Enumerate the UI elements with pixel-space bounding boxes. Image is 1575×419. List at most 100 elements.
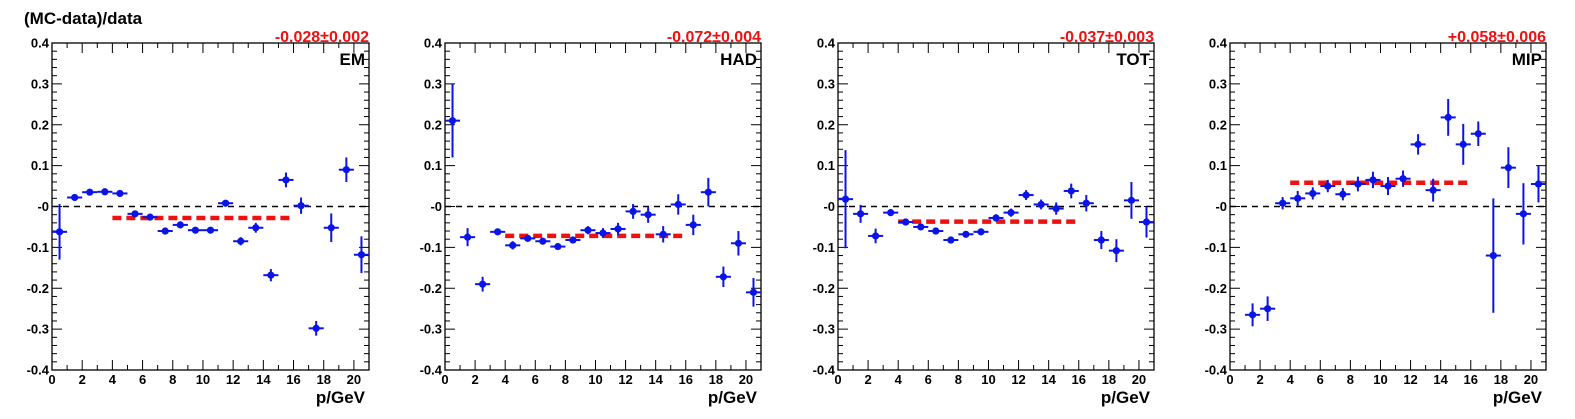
y-tick-label: 0.3 <box>424 76 442 91</box>
panel-label: EM <box>340 50 366 69</box>
panel-mip: -0.4 -0.3 -0.2 -0.1 -0 0.1 0.2 0.3 0.4 0 2 4 6 8 10 12 1… <box>1205 29 1547 407</box>
y-tick-label: -0 <box>430 199 442 214</box>
data-point <box>674 200 682 209</box>
data-point <box>1142 218 1151 226</box>
data-point <box>1384 182 1392 190</box>
x-tick-label: 16 <box>1464 372 1478 387</box>
data-point <box>191 226 200 234</box>
y-tick-label: -0.3 <box>27 322 49 337</box>
x-tick-label: 14 <box>1041 372 1056 387</box>
x-tick-label: 0 <box>441 372 448 387</box>
x-tick-label: 4 <box>502 372 510 387</box>
y-tick-label: -0.4 <box>813 363 836 378</box>
y-tick-label: 0.1 <box>424 158 442 173</box>
data-point <box>494 228 502 236</box>
panel-label: TOT <box>1116 50 1150 69</box>
data-point <box>1534 180 1543 188</box>
data-point <box>947 236 955 244</box>
data-point <box>1037 200 1045 209</box>
data-point <box>569 236 577 244</box>
data-point <box>872 232 880 240</box>
x-tick-label: 8 <box>1347 372 1354 387</box>
y-tick-label: 0.3 <box>817 76 835 91</box>
y-tick-label: -0.3 <box>1205 322 1227 337</box>
x-axis-label: p/GeV <box>316 388 366 407</box>
data-point <box>463 233 472 241</box>
fit-result-label: -0.072±0.004 <box>667 29 761 46</box>
x-tick-label: 16 <box>679 372 693 387</box>
y-tick-label: -0.2 <box>420 281 442 296</box>
data-point <box>1459 140 1467 148</box>
data-point <box>962 230 970 238</box>
data-point <box>161 227 169 235</box>
fit-result-label: +0.058±0.006 <box>1448 29 1546 46</box>
x-tick-label: 0 <box>48 372 55 387</box>
data-point <box>659 230 667 238</box>
data-point <box>237 237 245 245</box>
data-point <box>1279 199 1287 207</box>
x-tick-label: 14 <box>648 372 663 387</box>
y-tick-label: 0.2 <box>1209 117 1227 132</box>
x-tick-label: 20 <box>1132 372 1146 387</box>
x-tick-label: 2 <box>1256 372 1263 387</box>
y-tick-label: -0.2 <box>27 281 49 296</box>
data-point <box>327 224 335 232</box>
y-tick-label: -0.1 <box>27 240 49 255</box>
x-axis-label: p/GeV <box>1101 388 1151 407</box>
data-point <box>902 218 910 226</box>
data-point <box>887 209 895 217</box>
y-tick-label: -0.3 <box>420 322 442 337</box>
data-point <box>1504 164 1512 172</box>
data-point <box>1309 189 1317 198</box>
fit-result-label: -0.037±0.003 <box>1060 29 1154 46</box>
data-point <box>554 242 562 251</box>
panel-em: -0.4 -0.3 -0.2 -0.1 -0 0.1 0.2 0.3 0.4 0 2 4 6 8 10 12 1… <box>27 29 370 407</box>
data-point <box>1354 180 1362 188</box>
x-tick-label: 18 <box>1494 372 1508 387</box>
data-point <box>1007 209 1015 217</box>
data-point <box>55 228 64 236</box>
data-point <box>599 229 607 237</box>
data-point <box>1052 204 1060 213</box>
y-tick-label: 0.3 <box>1209 76 1227 91</box>
y-tick-label: -0.4 <box>1205 363 1228 378</box>
x-tick-label: 10 <box>981 372 995 387</box>
x-tick-label: 12 <box>1011 372 1025 387</box>
x-tick-label: 18 <box>1102 372 1116 387</box>
data-point <box>1097 236 1105 244</box>
x-tick-label: 8 <box>955 372 962 387</box>
x-tick-label: 6 <box>1317 372 1324 387</box>
y-tick-label: -0.1 <box>813 240 835 255</box>
x-tick-label: 6 <box>139 372 146 387</box>
data-point <box>252 224 260 232</box>
data-point <box>509 241 517 249</box>
x-tick-label: 8 <box>169 372 176 387</box>
y-tick-label: -0 <box>37 199 49 214</box>
data-point <box>719 273 727 281</box>
x-tick-label: 2 <box>471 372 478 387</box>
x-tick-label: 16 <box>1072 372 1086 387</box>
data-point <box>1399 175 1407 183</box>
y-axis-label: (MC-data)/data <box>24 9 143 28</box>
x-tick-label: 20 <box>1524 372 1538 387</box>
data-point <box>176 221 184 229</box>
x-tick-label: 12 <box>618 372 632 387</box>
x-tick-label: 0 <box>1226 372 1233 387</box>
data-point <box>1127 196 1136 204</box>
x-tick-label: 10 <box>196 372 210 387</box>
data-point <box>1339 190 1347 198</box>
y-tick-label: -0.1 <box>420 240 442 255</box>
y-tick-label: 0.4 <box>1209 36 1228 51</box>
data-point <box>689 221 697 229</box>
data-point <box>282 176 290 184</box>
x-tick-label: 2 <box>864 372 871 387</box>
x-tick-label: 4 <box>109 372 117 387</box>
y-tick-label: 0.1 <box>817 158 835 173</box>
y-tick-label: -0.2 <box>1205 281 1227 296</box>
y-tick-label: 0.4 <box>31 36 50 51</box>
data-point <box>101 188 109 196</box>
data-point <box>1444 113 1452 121</box>
y-tick-label: 0.4 <box>424 36 443 51</box>
fit-result-label: -0.028±0.002 <box>275 29 369 46</box>
data-point <box>1474 130 1482 138</box>
